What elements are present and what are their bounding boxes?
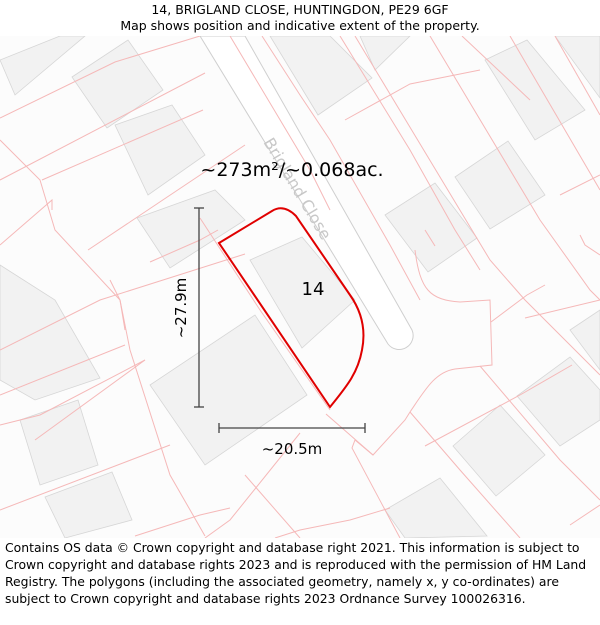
height-measure-label: ~27.9m (172, 278, 190, 339)
property-boundary[interactable] (217, 207, 365, 409)
width-measure-label: ~20.5m (262, 440, 323, 458)
width-measure-line (218, 423, 366, 433)
property-address-title: 14, BRIGLAND CLOSE, HUNTINGDON, PE29 6GF (151, 2, 449, 17)
plot-number-label: 14 (302, 279, 325, 300)
parcel-boundaries (0, 36, 600, 538)
copyright-footer: Contains OS data © Crown copyright and d… (5, 539, 597, 607)
map-header: 14, BRIGLAND CLOSE, HUNTINGDON, PE29 6GF… (0, 0, 600, 36)
buildings (0, 36, 600, 538)
property-map[interactable]: Brigland Close ~273m²/~0.068ac. 14 ~27.9… (0, 36, 600, 538)
map-subtitle: Map shows position and indicative extent… (120, 18, 480, 33)
height-measure-line (194, 207, 204, 408)
road-brigland-close (199, 36, 414, 350)
attribution-text: Contains OS data © Crown copyright and d… (5, 540, 587, 606)
area-label: ~273m²/~0.068ac. (200, 159, 383, 181)
